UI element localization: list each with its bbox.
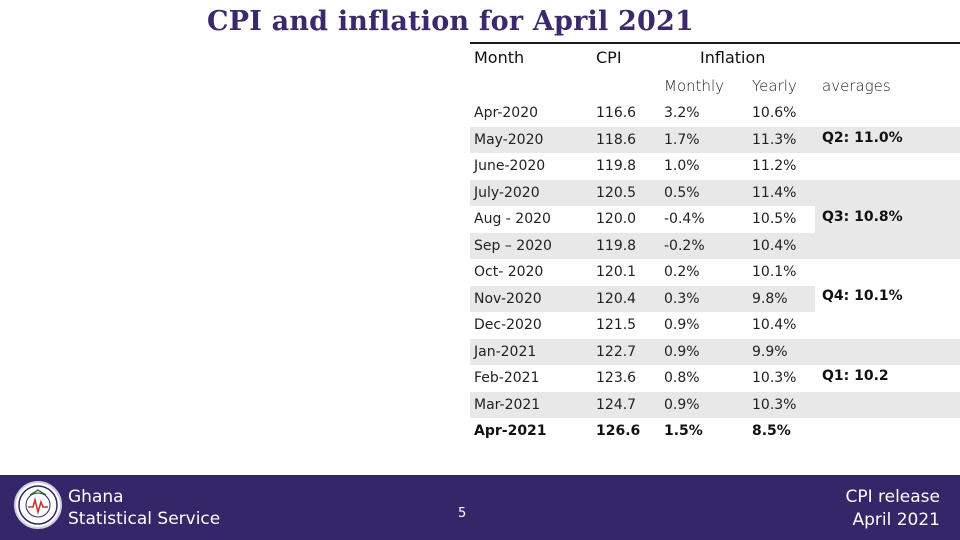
cell-yearly: 10.5% — [752, 211, 797, 227]
avg-shade-q1b — [815, 391, 960, 418]
cell-yearly: 10.4% — [752, 317, 797, 333]
table-row: Feb-2021 123.6 0.8% 10.3% — [470, 365, 960, 392]
cell-yearly: 11.2% — [752, 158, 797, 174]
cell-cpi: 126.6 — [596, 423, 641, 439]
cell-monthly: 0.9% — [664, 317, 700, 333]
cell-monthly: -0.2% — [664, 237, 705, 254]
cell-cpi: 119.8 — [596, 158, 637, 174]
avg-shade-q2 — [815, 126, 960, 153]
subheader-averages: averages — [822, 77, 891, 95]
cell-month: Aug - 2020 — [474, 211, 551, 227]
table-row: July-2020 120.5 0.5% 11.4% — [470, 179, 960, 207]
cell-month: Oct- 2020 — [474, 264, 544, 280]
cell-cpi: 120.1 — [596, 264, 637, 280]
table-row: May-2020 118.6 1.7% 11.3% — [470, 126, 960, 154]
avg-shade-q1a — [815, 338, 960, 365]
cell-yearly: 8.5% — [752, 423, 791, 439]
header-inflation: Inflation — [700, 48, 766, 67]
slide-title: CPI and inflation for April 2021 — [207, 6, 695, 37]
cell-monthly: 1.5% — [664, 423, 703, 439]
cell-month: Mar-2021 — [474, 396, 541, 413]
cell-monthly: 3.2% — [664, 105, 700, 121]
gss-logo — [14, 481, 62, 529]
gss-logo-icon — [18, 485, 58, 525]
cell-month: Sep – 2020 — [474, 237, 552, 254]
cell-month: Nov-2020 — [474, 290, 542, 307]
cell-cpi: 124.7 — [596, 396, 637, 413]
header-cpi: CPI — [596, 48, 622, 67]
table-row: Apr-2021 126.6 1.5% 8.5% — [470, 418, 960, 445]
release-line2: April 2021 — [852, 510, 940, 530]
table-row: Sep – 2020 119.8 -0.2% 10.4% — [470, 232, 960, 260]
avg-q4: Q4: 10.1% — [822, 288, 903, 304]
cell-month: Apr-2021 — [474, 423, 547, 439]
avg-shade-q3 — [815, 179, 960, 259]
org-name-line1: Ghana — [68, 487, 124, 507]
table-row: Mar-2021 124.7 0.9% 10.3% — [470, 391, 960, 419]
cell-cpi: 121.5 — [596, 317, 637, 333]
subheader-yearly: Yearly — [752, 77, 797, 95]
cell-cpi: 120.0 — [596, 211, 637, 227]
avg-q3: Q3: 10.8% — [822, 209, 903, 225]
cell-yearly: 9.8% — [752, 290, 788, 307]
cell-monthly: 0.2% — [664, 264, 700, 280]
avg-q2: Q2: 11.0% — [822, 130, 903, 146]
cell-cpi: 123.6 — [596, 370, 637, 386]
cell-yearly: 9.9% — [752, 343, 788, 360]
cell-month: Apr-2020 — [474, 105, 539, 121]
header-month: Month — [474, 48, 525, 67]
cell-monthly: 1.0% — [664, 158, 700, 174]
release-line1: CPI release — [845, 487, 940, 507]
cell-monthly: 0.9% — [664, 343, 700, 360]
table-row: Nov-2020 120.4 0.3% 9.8% — [470, 285, 960, 313]
table-row: Oct- 2020 120.1 0.2% 10.1% — [470, 259, 960, 286]
cell-month: May-2020 — [474, 131, 544, 148]
cell-month: June-2020 — [474, 158, 546, 174]
cell-yearly: 11.3% — [752, 131, 797, 148]
cell-month: Dec-2020 — [474, 317, 542, 333]
table-row: Dec-2020 121.5 0.9% 10.4% — [470, 312, 960, 339]
org-name-line2: Statistical Service — [68, 509, 221, 529]
cell-yearly: 10.1% — [752, 264, 797, 280]
table-row: Apr-2020 116.6 3.2% 10.6% — [470, 100, 960, 127]
cell-yearly: 11.4% — [752, 184, 797, 201]
table-row: Jan-2021 122.7 0.9% 9.9% — [470, 338, 960, 366]
cell-monthly: 0.8% — [664, 370, 700, 386]
cell-monthly: 0.3% — [664, 290, 700, 307]
cell-cpi: 116.6 — [596, 105, 637, 121]
table-row: Aug - 2020 120.0 -0.4% 10.5% — [470, 206, 960, 233]
cell-cpi: 120.5 — [596, 184, 637, 201]
table-row: June-2020 119.8 1.0% 11.2% — [470, 153, 960, 180]
footer-band — [0, 475, 960, 540]
page-number: 5 — [458, 506, 467, 521]
cell-monthly: 1.7% — [664, 131, 700, 148]
title-divider — [470, 42, 960, 44]
cell-yearly: 10.4% — [752, 237, 797, 254]
cell-cpi: 119.8 — [596, 237, 637, 254]
cell-monthly: 0.5% — [664, 184, 700, 201]
cell-yearly: 10.6% — [752, 105, 797, 121]
cpi-table: Apr-2020 116.6 3.2% 10.6% May-2020 118.6… — [470, 100, 960, 445]
cell-yearly: 10.3% — [752, 396, 797, 413]
subheader-monthly: Monthly — [664, 77, 725, 95]
cell-yearly: 10.3% — [752, 370, 797, 386]
cell-cpi: 120.4 — [596, 290, 637, 307]
cell-month: Feb-2021 — [474, 370, 540, 386]
cell-monthly: -0.4% — [664, 211, 705, 227]
cell-monthly: 0.9% — [664, 396, 700, 413]
cell-month: July-2020 — [474, 184, 540, 201]
cell-month: Jan-2021 — [474, 343, 537, 360]
cell-cpi: 122.7 — [596, 343, 637, 360]
cell-cpi: 118.6 — [596, 131, 637, 148]
avg-q1: Q1: 10.2 — [822, 368, 889, 384]
